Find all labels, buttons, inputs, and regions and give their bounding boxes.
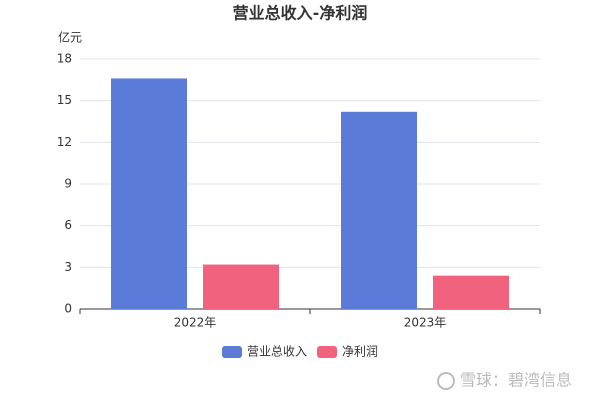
watermark-text: 雪球：碧湾信息	[460, 371, 572, 390]
y-axis-label: 亿元	[58, 30, 82, 45]
bar	[203, 264, 279, 309]
watermark: 雪球：碧湾信息	[437, 371, 572, 390]
y-tick-label: 0	[64, 302, 72, 316]
y-tick-label: 12	[57, 135, 72, 149]
y-tick-label: 3	[64, 260, 72, 274]
chart-title: 营业总收入-净利润	[233, 4, 368, 23]
y-tick-label: 6	[64, 218, 72, 232]
y-tick-label: 18	[57, 52, 72, 66]
legend-label: 净利润	[342, 345, 378, 359]
bar	[433, 275, 509, 309]
x-tick-label: 2023年	[404, 316, 447, 330]
bar	[341, 111, 417, 310]
watermark-icon	[437, 372, 455, 390]
bar	[111, 78, 187, 309]
x-tick-label: 2022年	[174, 316, 217, 330]
legend-label: 营业总收入	[247, 345, 307, 359]
legend-swatch	[222, 346, 242, 358]
legend-swatch	[317, 346, 338, 358]
y-tick-label: 9	[64, 177, 72, 191]
y-tick-label: 15	[57, 93, 72, 107]
